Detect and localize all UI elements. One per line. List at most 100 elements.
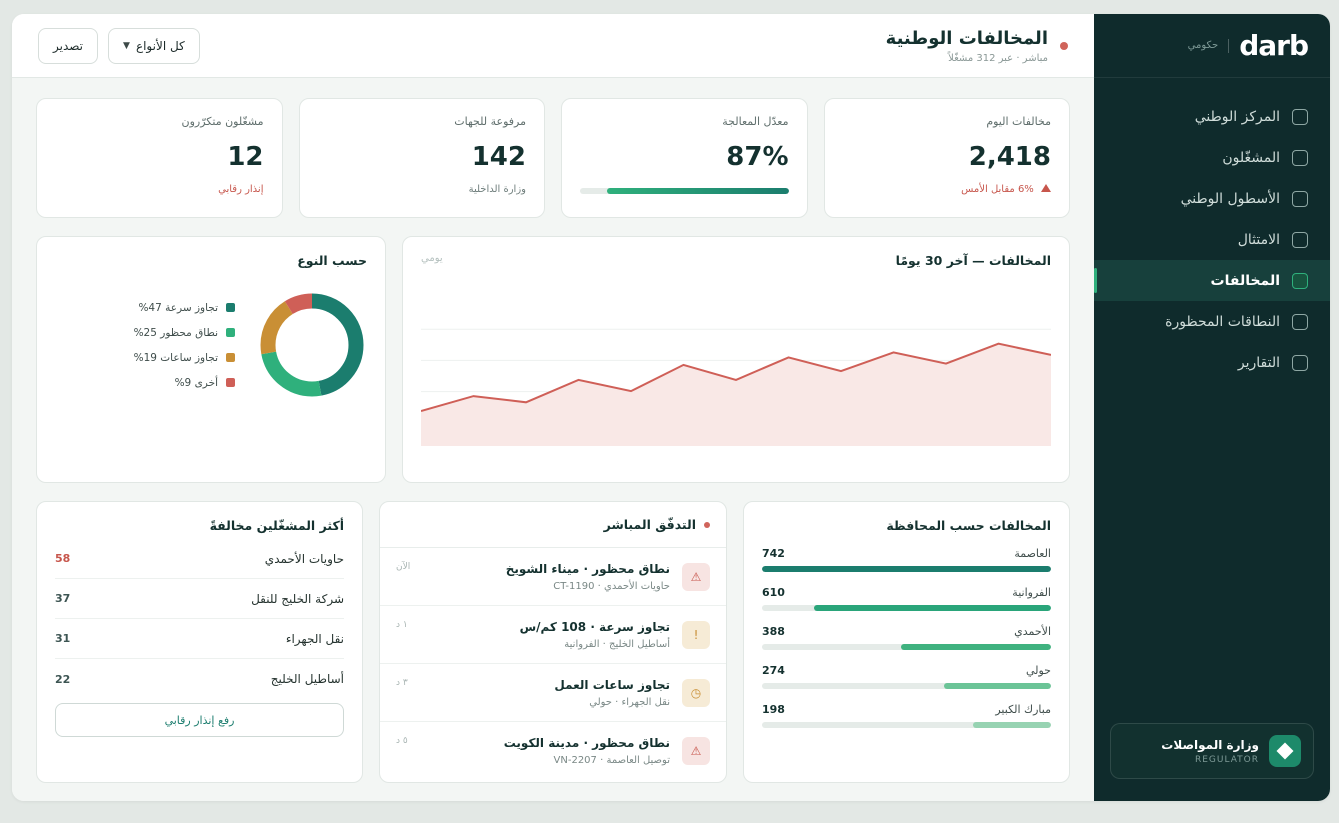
sidebar-item-operators[interactable]: المشغّلون — [1094, 137, 1330, 178]
processing-progress-bar — [580, 188, 789, 194]
governorate-bar — [814, 605, 1051, 611]
brand-logo[interactable]: darb — [1239, 29, 1309, 62]
type-filter-label: كل الأنواع — [135, 38, 185, 53]
type-filter-dropdown[interactable]: كل الأنواع ▼ — [108, 27, 200, 64]
governorate-name: حولي — [1025, 664, 1051, 677]
warning-icon: ⚠ — [682, 737, 710, 765]
legend-swatch — [226, 353, 235, 362]
kpi-foot: إنذار رقابي — [218, 184, 264, 195]
governorate-row: الفروانية 610 — [762, 586, 1051, 611]
feed-item[interactable]: ◷ تجاوز ساعات العمل نقل الجهراء · حولي ٣… — [380, 664, 726, 722]
operator-row[interactable]: نقل الجهراء 31 — [55, 619, 344, 659]
topbar: المخالفات الوطنية مباشر · عبر 312 مشغّلا… — [12, 14, 1094, 78]
diamond-icon — [1269, 735, 1301, 767]
live-feed-card: التدفّق المباشر ⚠ نطاق محظور · ميناء الش… — [379, 501, 727, 783]
raise-alert-button[interactable]: رفع إنذار رقابي — [55, 703, 344, 737]
legend-label: تجاوز سرعة 47% — [138, 301, 218, 314]
type-chart-card: حسب النوع تجاوز سرعة 47% نطاق محظور 25% — [36, 236, 386, 483]
feed-item-subtitle: حاويات الأحمدي · CT-1190 — [553, 580, 670, 592]
trend-chart-title: المخالفات — آخر 30 يومًا — [895, 253, 1051, 268]
kpi-card-repeat-operators: مشغّلون متكرّرون 12 إنذار رقابي — [36, 98, 283, 218]
feed-item-time: ١ د — [396, 620, 408, 630]
sidebar: darb حكومي المركز الوطني المشغّلون الأسط… — [1094, 14, 1330, 801]
live-feed-title: التدفّق المباشر — [603, 517, 696, 532]
donut-slice — [260, 293, 364, 397]
sidebar-item-national-center[interactable]: المركز الوطني — [1094, 96, 1330, 137]
kpi-label: مشغّلون متكرّرون — [181, 115, 264, 128]
regulator-card[interactable]: وزارة المواصلات REGULATOR — [1110, 723, 1314, 779]
sidebar-item-label: التقارير — [1237, 354, 1280, 371]
governorate-row: العاصمة 742 — [762, 547, 1051, 572]
governorate-name: العاصمة — [1014, 547, 1051, 560]
brand-subtitle: حكومي — [1187, 40, 1219, 51]
legend-label: أخرى 9% — [174, 376, 218, 389]
operator-name: نقل الجهراء — [285, 631, 344, 646]
legend-swatch — [226, 328, 235, 337]
charts-row: المخالفات — آخر 30 يومًا يومي حسب النوع … — [36, 236, 1070, 483]
sidebar-item-fleet[interactable]: الأسطول الوطني — [1094, 178, 1330, 219]
nav-square-icon — [1292, 354, 1308, 371]
feed-item-title: تجاوز ساعات العمل — [554, 677, 670, 692]
governorate-bar-track — [762, 566, 1051, 572]
operator-row[interactable]: أساطيل الخليج 22 — [55, 659, 344, 699]
progress-fill — [607, 188, 789, 194]
legend-swatch — [226, 303, 235, 312]
trend-chart-header: المخالفات — آخر 30 يومًا يومي — [421, 253, 1051, 268]
brand: darb حكومي — [1094, 14, 1330, 78]
legend-item: تجاوز سرعة 47% — [134, 295, 235, 320]
export-button[interactable]: تصدير — [38, 27, 99, 64]
kpi-label: مرفوعة للجهات — [454, 115, 526, 128]
governorate-bar-track — [762, 722, 1051, 728]
sidebar-nav: المركز الوطني المشغّلون الأسطول الوطني ا… — [1094, 78, 1330, 383]
trend-chart-mode[interactable]: يومي — [421, 253, 443, 264]
sidebar-item-compliance[interactable]: الامتثال — [1094, 219, 1330, 260]
feed-item-time: الآن — [396, 562, 411, 572]
dashboard-body: مخالفات اليوم 2,418 6% مقابل الأمس معدّل… — [12, 78, 1094, 801]
governorate-bar — [972, 722, 1051, 728]
kpi-card-escalated: مرفوعة للجهات 142 وزارة الداخلية — [298, 98, 545, 218]
operator-name: شركة الخليج للنقل — [251, 591, 344, 606]
feed-item[interactable]: ⚠ نطاق محظور · ميناء الشويخ حاويات الأحم… — [380, 548, 726, 606]
trend-up-icon — [1041, 184, 1051, 192]
kpi-label: معدّل المعالجة — [722, 115, 789, 128]
sidebar-item-reports[interactable]: التقارير — [1094, 342, 1330, 383]
operator-name: أساطيل الخليج — [270, 672, 344, 686]
sidebar-item-restricted-zones[interactable]: النطاقات المحظورة — [1094, 301, 1330, 342]
legend-item: تجاوز ساعات 19% — [134, 345, 235, 370]
type-donut-chart — [260, 293, 364, 397]
feed-item-title: نطاق محظور · مدينة الكويت — [503, 736, 670, 750]
speed-icon: ! — [682, 620, 710, 649]
export-label: تصدير — [53, 38, 84, 53]
feed-item[interactable]: ⚠ نطاق محظور · مدينة الكويت توصيل العاصم… — [380, 722, 726, 780]
operator-count: 58 — [55, 552, 71, 565]
feed-item-title: نطاق محظور · ميناء الشويخ — [505, 561, 670, 576]
operator-row[interactable]: حاويات الأحمدي 58 — [55, 539, 344, 579]
sidebar-item-label: الأسطول الوطني — [1180, 190, 1280, 207]
governorate-value: 388 — [762, 625, 785, 638]
sidebar-item-violations[interactable]: المخالفات — [1094, 260, 1330, 301]
feed-item[interactable]: ! تجاوز سرعة · 108 كم/س أساطيل الخليج · … — [380, 606, 726, 664]
governorate-row: حولي 274 — [762, 664, 1051, 689]
nav-square-icon — [1292, 272, 1308, 289]
governorate-card: المخالفات حسب المحافظة العاصمة 742 الفروا… — [743, 501, 1070, 783]
regulator-tag: REGULATOR — [1194, 754, 1259, 765]
governorate-bar — [900, 644, 1051, 650]
nav-square-icon — [1292, 190, 1308, 207]
title-group: المخالفات الوطنية مباشر · عبر 312 مشغّلا… — [886, 28, 1068, 64]
type-chart-body: تجاوز سرعة 47% نطاق محظور 25% تجاوز ساعا… — [55, 290, 367, 400]
governorate-value: 742 — [762, 547, 785, 560]
nav-square-icon — [1292, 108, 1308, 125]
sidebar-item-label: المشغّلون — [1222, 149, 1280, 166]
legend-item: أخرى 9% — [134, 370, 235, 395]
kpi-card-processing: معدّل المعالجة 87% — [561, 98, 808, 218]
regulator-name: وزارة المواصلات — [1161, 737, 1259, 752]
feed-item-subtitle: نقل الجهراء · حولي — [589, 696, 670, 708]
operator-row[interactable]: شركة الخليج للنقل 37 — [55, 579, 344, 619]
feed-item-subtitle: توصيل العاصمة · VN-2207 — [553, 755, 670, 766]
page-subtitle: مباشر · عبر 312 مشغّلاً — [948, 52, 1048, 64]
trend-area — [421, 343, 1051, 446]
kpi-value: 12 — [227, 142, 264, 172]
legend-label: تجاوز ساعات 19% — [133, 351, 218, 364]
governorate-bar-track — [762, 683, 1051, 689]
kpi-card-today: مخالفات اليوم 2,418 6% مقابل الأمس — [823, 98, 1070, 218]
